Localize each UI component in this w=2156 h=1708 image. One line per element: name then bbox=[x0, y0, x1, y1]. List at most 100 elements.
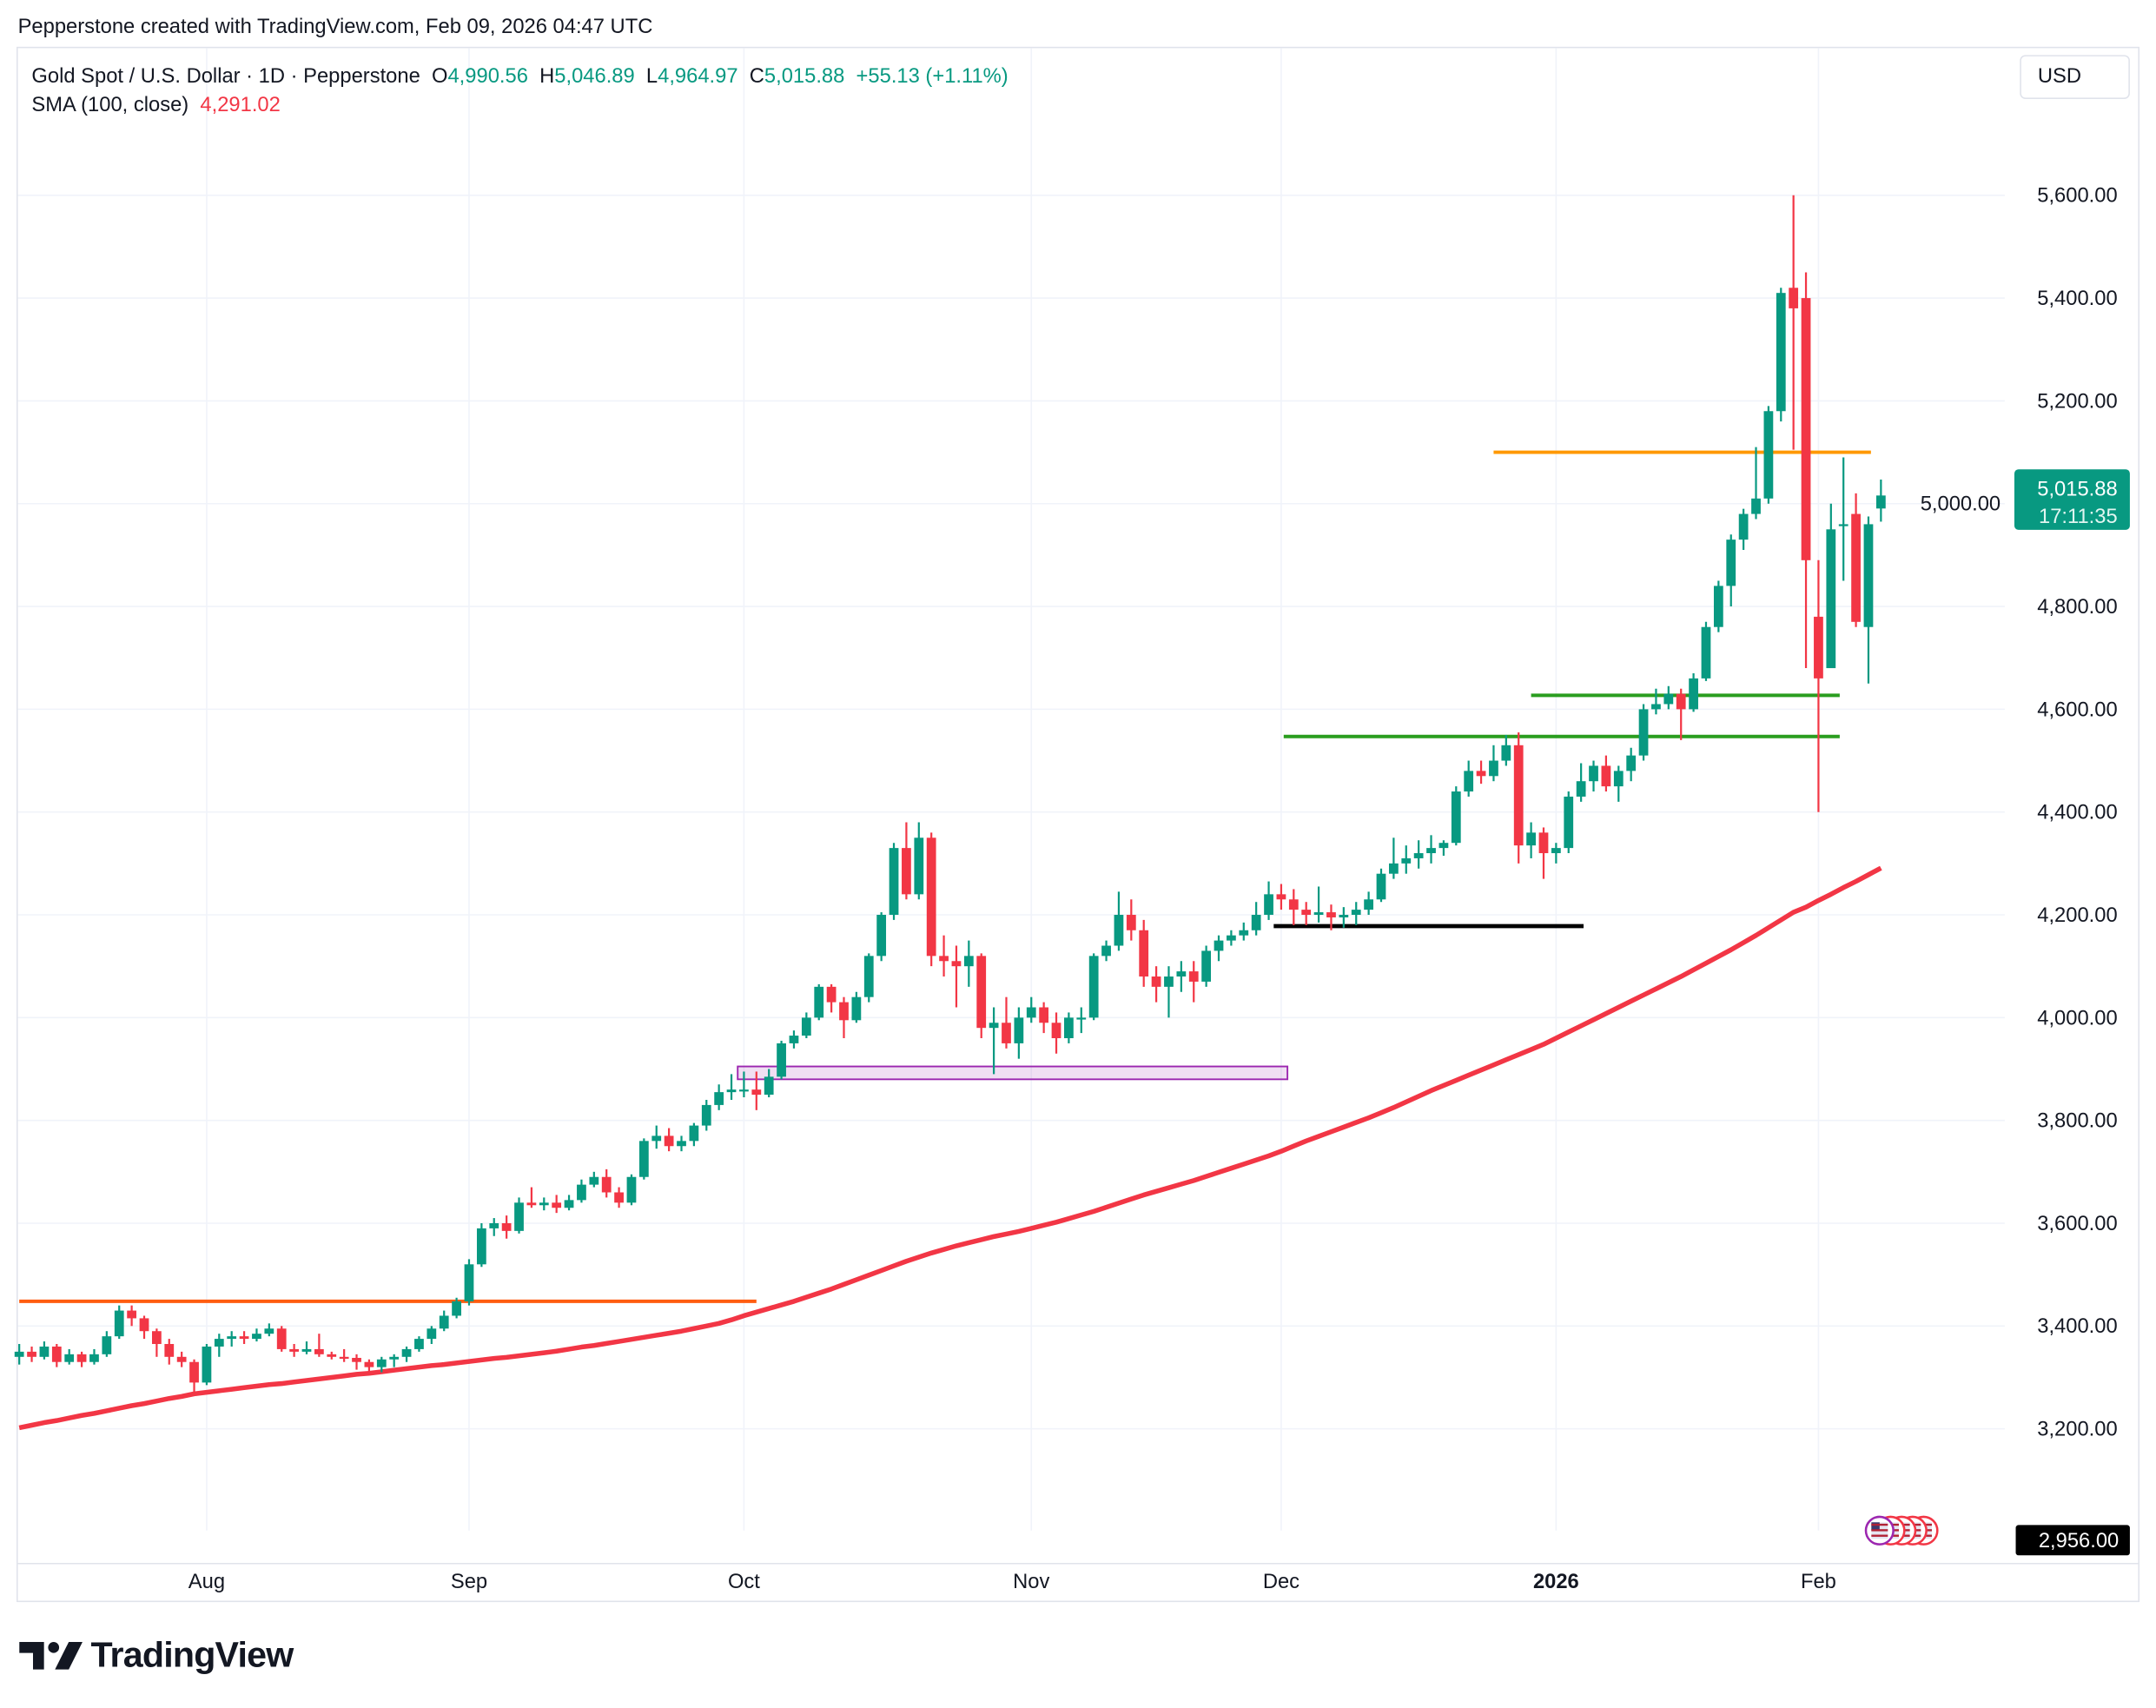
candle bbox=[701, 1099, 711, 1131]
candle-body bbox=[152, 1331, 162, 1345]
candle-body bbox=[202, 1346, 212, 1383]
currency-button[interactable]: USD bbox=[2020, 55, 2130, 99]
candle bbox=[1676, 688, 1686, 740]
candle-body bbox=[1239, 930, 1249, 936]
candle-body bbox=[476, 1228, 486, 1265]
candle bbox=[76, 1351, 87, 1367]
symbol-title[interactable]: Gold Spot / U.S. Dollar · 1D · Peppersto… bbox=[31, 64, 420, 89]
candle bbox=[1451, 786, 1461, 846]
candle bbox=[926, 832, 936, 967]
candle-body bbox=[1288, 899, 1299, 910]
y-tick-label: 4,800.00 bbox=[2037, 596, 2117, 619]
candle bbox=[902, 822, 911, 900]
y-tick-label: 5,000.00 bbox=[1921, 493, 2001, 516]
candle bbox=[314, 1334, 324, 1357]
candle-body bbox=[76, 1354, 87, 1362]
sma-label[interactable]: SMA (100, close) bbox=[31, 93, 189, 117]
candle-body bbox=[1201, 950, 1212, 982]
candle-body bbox=[352, 1357, 361, 1362]
candle bbox=[202, 1344, 212, 1386]
candle-body bbox=[1264, 894, 1273, 916]
candle bbox=[714, 1084, 724, 1110]
candle-body bbox=[1376, 873, 1386, 900]
close-value: 5,015.88 bbox=[764, 64, 845, 89]
x-tick-label: Aug bbox=[188, 1571, 225, 1593]
candle bbox=[1464, 760, 1474, 797]
candle-body bbox=[1763, 411, 1774, 499]
high-value: 5,046.89 bbox=[554, 64, 635, 89]
chart-panel[interactable] bbox=[16, 46, 2139, 1603]
candle bbox=[1214, 935, 1224, 962]
y-tick-label: 4,600.00 bbox=[2037, 698, 2117, 721]
candle-body bbox=[1214, 940, 1224, 951]
candle-body bbox=[401, 1348, 412, 1357]
candle bbox=[1763, 406, 1774, 504]
low-value: 4,964.97 bbox=[658, 64, 738, 89]
candle bbox=[526, 1187, 537, 1208]
candle bbox=[1638, 704, 1649, 761]
candle-body bbox=[601, 1176, 612, 1193]
candle-body bbox=[589, 1176, 599, 1185]
candle-body bbox=[176, 1356, 187, 1362]
candle bbox=[1663, 685, 1674, 710]
candle bbox=[1114, 891, 1124, 951]
candle-body bbox=[1014, 1017, 1024, 1043]
candle-body bbox=[1689, 678, 1698, 710]
candle-body bbox=[189, 1361, 199, 1383]
purple-zone-rectangle bbox=[737, 1065, 1289, 1081]
candle-body bbox=[902, 848, 911, 895]
candle bbox=[1313, 886, 1324, 923]
candle bbox=[1288, 889, 1299, 925]
candle bbox=[777, 1040, 786, 1080]
candle-body bbox=[1589, 765, 1598, 782]
candle bbox=[851, 991, 862, 1023]
candle-body bbox=[1851, 513, 1861, 622]
candle-body bbox=[1064, 1017, 1074, 1039]
y-tick-label: 3,600.00 bbox=[2037, 1213, 2117, 1235]
candle-body bbox=[1413, 853, 1424, 858]
candle-body bbox=[1139, 930, 1149, 977]
candle-body bbox=[726, 1089, 737, 1093]
candle bbox=[1401, 845, 1412, 874]
candle-body bbox=[276, 1328, 287, 1349]
candle-body bbox=[539, 1202, 549, 1206]
candle-body bbox=[414, 1339, 424, 1349]
candle-body bbox=[1313, 912, 1324, 916]
candle bbox=[1101, 940, 1111, 962]
flag-canton bbox=[1871, 1522, 1880, 1531]
candle-body bbox=[1188, 971, 1199, 982]
candle-body bbox=[1451, 791, 1461, 844]
candle bbox=[1789, 195, 1799, 450]
candle-body bbox=[1351, 910, 1361, 916]
candle-body bbox=[1838, 524, 1848, 526]
candle bbox=[189, 1359, 199, 1394]
candle-body bbox=[552, 1202, 562, 1208]
candle bbox=[677, 1135, 686, 1152]
candle bbox=[301, 1341, 312, 1354]
candle-body bbox=[739, 1089, 749, 1092]
candle-body bbox=[1513, 745, 1524, 846]
candle-body bbox=[826, 986, 837, 1003]
candle bbox=[252, 1328, 261, 1342]
sma-legend-row: SMA (100, close) 4,291.02 bbox=[31, 90, 1008, 119]
candle-body bbox=[914, 837, 924, 895]
candle-body bbox=[1601, 765, 1611, 787]
candle bbox=[876, 912, 887, 962]
candle bbox=[539, 1197, 549, 1211]
candle bbox=[489, 1218, 499, 1236]
candle-body bbox=[1364, 899, 1373, 910]
us-flag-event-icon[interactable] bbox=[1864, 1515, 1895, 1546]
candle bbox=[1164, 966, 1174, 1018]
candle bbox=[1626, 747, 1637, 782]
candle bbox=[1601, 755, 1611, 792]
candle-body bbox=[526, 1202, 537, 1206]
candle bbox=[464, 1259, 474, 1306]
candle-body bbox=[1651, 704, 1661, 710]
tradingview-logo-text: TradingView bbox=[90, 1633, 294, 1675]
y-tick-label: 4,200.00 bbox=[2037, 904, 2117, 927]
candle-body bbox=[989, 1023, 999, 1029]
candle bbox=[801, 1012, 811, 1039]
candle bbox=[1239, 922, 1249, 941]
candle-body bbox=[577, 1184, 586, 1201]
